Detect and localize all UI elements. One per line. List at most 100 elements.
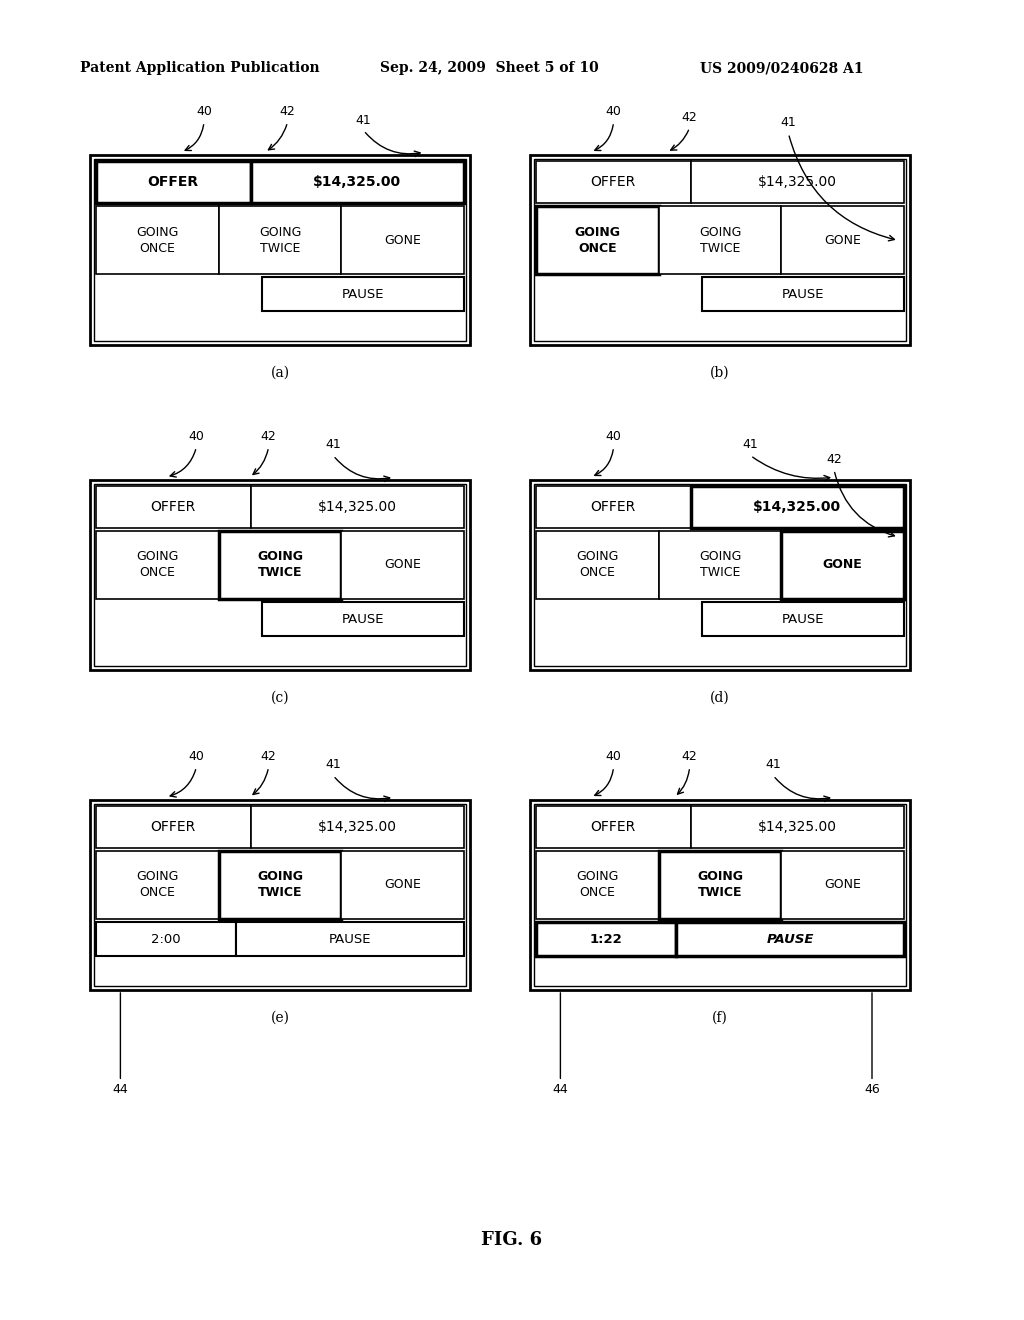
Bar — [96, 206, 219, 275]
Bar — [536, 161, 690, 203]
Text: GONE: GONE — [823, 558, 862, 572]
Bar — [96, 923, 236, 957]
Text: OFFER: OFFER — [591, 820, 636, 834]
Text: OFFER: OFFER — [151, 820, 196, 834]
Text: 42: 42 — [261, 750, 276, 763]
Bar — [534, 484, 906, 667]
Text: 41: 41 — [326, 759, 341, 771]
Bar — [530, 154, 910, 345]
Text: US 2009/0240628 A1: US 2009/0240628 A1 — [700, 61, 863, 75]
Bar — [534, 158, 906, 341]
Text: $14,325.00: $14,325.00 — [313, 176, 401, 189]
Text: 40: 40 — [196, 106, 212, 117]
Bar — [94, 484, 466, 667]
Text: GONE: GONE — [384, 879, 421, 891]
Text: 42: 42 — [682, 750, 697, 763]
Text: 42: 42 — [280, 106, 296, 117]
Text: 41: 41 — [780, 116, 797, 129]
Bar — [536, 206, 658, 275]
Text: OFFER: OFFER — [147, 176, 199, 189]
Text: (f): (f) — [712, 1011, 728, 1026]
Text: (e): (e) — [270, 1011, 290, 1026]
Text: OFFER: OFFER — [591, 500, 636, 513]
Bar — [658, 206, 781, 275]
Bar — [781, 531, 904, 599]
Text: GONE: GONE — [824, 879, 861, 891]
Text: 1:22: 1:22 — [590, 933, 623, 946]
Text: $14,325.00: $14,325.00 — [758, 176, 837, 189]
Bar — [251, 486, 464, 528]
Text: GOING
ONCE: GOING ONCE — [136, 226, 178, 255]
Text: (b): (b) — [711, 366, 730, 380]
Bar — [536, 807, 690, 847]
Bar — [90, 800, 470, 990]
Bar — [219, 531, 341, 599]
Text: GOING
TWICE: GOING TWICE — [259, 226, 301, 255]
Text: 44: 44 — [553, 1084, 568, 1096]
Bar — [701, 277, 904, 312]
Bar — [96, 486, 251, 528]
Text: GOING
ONCE: GOING ONCE — [574, 226, 621, 255]
Bar — [536, 486, 690, 528]
Text: $14,325.00: $14,325.00 — [754, 500, 842, 513]
Bar — [261, 277, 464, 312]
Text: (a): (a) — [270, 366, 290, 380]
Text: 2:00: 2:00 — [152, 933, 180, 946]
Bar — [676, 923, 904, 957]
Text: GONE: GONE — [384, 558, 421, 572]
Text: 42: 42 — [261, 430, 276, 444]
Text: PAUSE: PAUSE — [329, 933, 371, 946]
Text: PAUSE: PAUSE — [781, 612, 824, 626]
Text: 46: 46 — [864, 1084, 880, 1096]
Text: FIG. 6: FIG. 6 — [481, 1232, 543, 1249]
Text: PAUSE: PAUSE — [766, 933, 814, 946]
Bar — [94, 804, 466, 986]
Text: GOING
ONCE: GOING ONCE — [136, 870, 178, 899]
Text: (d): (d) — [710, 690, 730, 705]
Bar — [219, 206, 341, 275]
Text: GOING
TWICE: GOING TWICE — [698, 226, 741, 255]
Text: $14,325.00: $14,325.00 — [317, 500, 396, 513]
Bar — [658, 531, 781, 599]
Text: Patent Application Publication: Patent Application Publication — [80, 61, 319, 75]
Bar — [781, 206, 904, 275]
Bar — [536, 851, 658, 919]
Bar — [90, 480, 470, 671]
Bar — [690, 807, 904, 847]
Text: 42: 42 — [682, 111, 697, 124]
Bar — [261, 602, 464, 636]
Text: 40: 40 — [188, 750, 205, 763]
Bar — [536, 923, 676, 957]
Bar — [701, 602, 904, 636]
Text: GOING
TWICE: GOING TWICE — [697, 870, 743, 899]
Text: $14,325.00: $14,325.00 — [758, 820, 837, 834]
Bar — [94, 158, 466, 341]
Bar — [96, 807, 251, 847]
Text: GOING
TWICE: GOING TWICE — [698, 550, 741, 579]
Text: Sep. 24, 2009  Sheet 5 of 10: Sep. 24, 2009 Sheet 5 of 10 — [380, 61, 599, 75]
Text: PAUSE: PAUSE — [342, 612, 384, 626]
Bar — [90, 154, 470, 345]
Text: 40: 40 — [605, 750, 622, 763]
Text: GONE: GONE — [824, 234, 861, 247]
Bar — [530, 480, 910, 671]
Bar — [236, 923, 464, 957]
Text: (c): (c) — [270, 690, 290, 705]
Bar — [341, 851, 464, 919]
Text: OFFER: OFFER — [591, 176, 636, 189]
Text: 41: 41 — [765, 759, 781, 771]
Bar — [219, 851, 341, 919]
Bar — [536, 531, 658, 599]
Bar — [251, 161, 464, 203]
Text: 41: 41 — [355, 114, 372, 127]
Bar — [341, 531, 464, 599]
Text: 41: 41 — [742, 438, 759, 451]
Text: GOING
ONCE: GOING ONCE — [136, 550, 178, 579]
Bar — [658, 851, 781, 919]
Bar — [96, 851, 219, 919]
Text: 44: 44 — [113, 1084, 128, 1096]
Text: 41: 41 — [326, 438, 341, 451]
Text: GOING
ONCE: GOING ONCE — [577, 870, 618, 899]
Text: PAUSE: PAUSE — [342, 288, 384, 301]
Text: GONE: GONE — [384, 234, 421, 247]
